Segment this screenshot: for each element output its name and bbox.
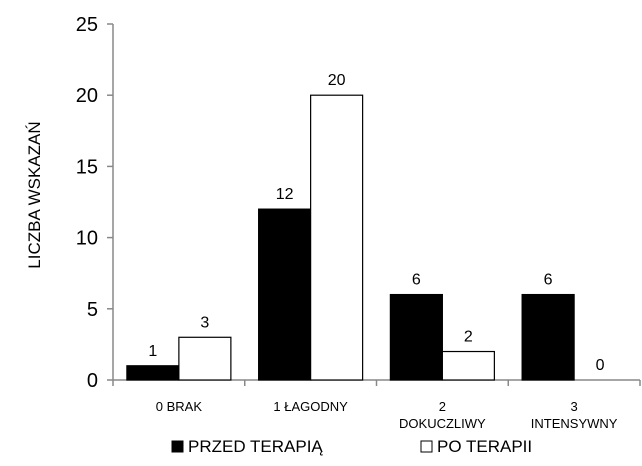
legend: PRZED TERAPIĄ PO TERAPII <box>171 437 532 456</box>
x-tick-label: DOKUCZLIWY <box>399 416 486 431</box>
y-tick-label: 0 <box>87 370 98 392</box>
y-tick-label: 15 <box>76 156 98 178</box>
y-tick-label: 10 <box>76 228 98 250</box>
legend-swatch <box>171 440 184 453</box>
y-axis-label: LICZBA WSKAZAŃ <box>25 121 44 268</box>
y-tick-label: 20 <box>76 85 98 107</box>
x-tick-label: 3 <box>571 399 578 414</box>
x-tick-label: INTENSYWNY <box>531 416 618 431</box>
data-label: 0 <box>596 357 605 374</box>
y-tick-label: 25 <box>76 14 98 36</box>
data-label: 12 <box>276 186 294 203</box>
bar <box>441 350 495 381</box>
bar <box>178 336 232 381</box>
bar <box>258 208 312 381</box>
x-tick-label: 0 BRAK <box>156 399 203 414</box>
bar <box>126 365 180 381</box>
y-tick-label: 5 <box>87 299 98 321</box>
legend-swatch <box>420 440 433 453</box>
bar <box>521 293 575 381</box>
x-tick-label: 2 <box>439 399 446 414</box>
legend-label: PRZED TERAPIĄ <box>188 437 323 456</box>
data-label: 6 <box>544 272 553 289</box>
plot-area: 0 5 10 15 20 25 1 3 0 BRAK 12 20 1 ŁAGODNY 6 2 2 DOKUCZ… <box>76 14 641 431</box>
data-label: 20 <box>328 72 346 89</box>
data-label: 3 <box>200 314 209 331</box>
x-tick-label: 1 ŁAGODNY <box>273 399 348 414</box>
data-label: 6 <box>412 272 421 289</box>
data-label: 2 <box>464 329 473 346</box>
bar <box>310 94 364 381</box>
bar <box>389 293 443 381</box>
legend-label: PO TERAPII <box>437 437 532 456</box>
data-label: 1 <box>148 343 157 360</box>
